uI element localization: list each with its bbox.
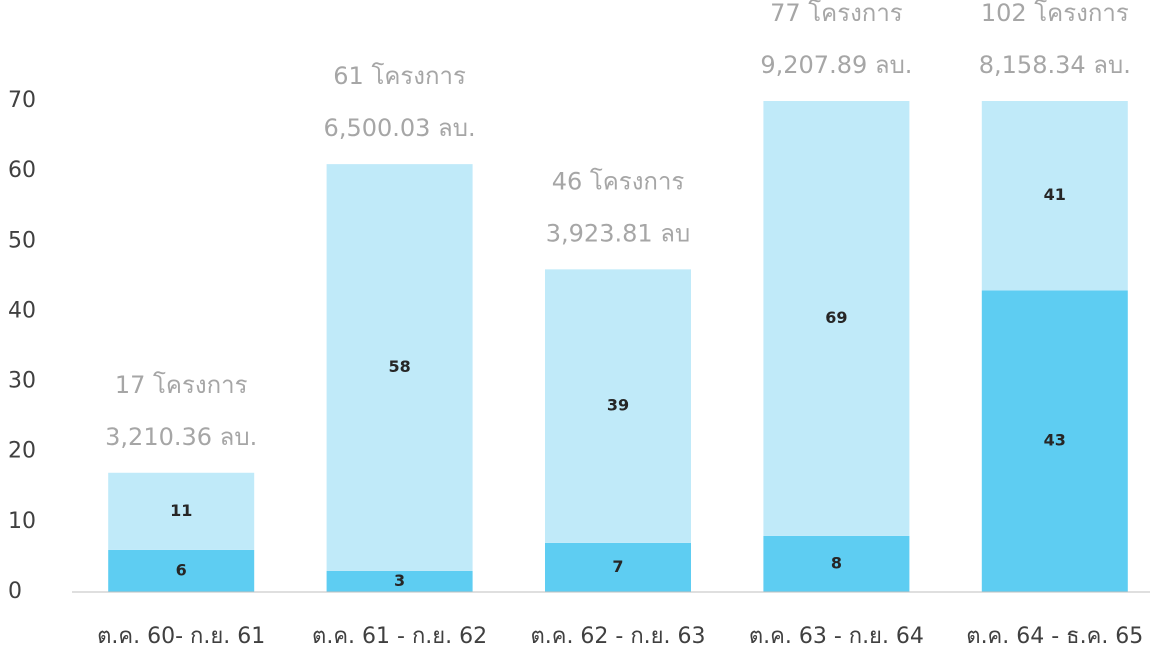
y-tick-label: 30 — [8, 369, 36, 394]
y-tick-label: 20 — [8, 439, 36, 464]
annotation: 3,210.36 ลบ. — [105, 423, 257, 451]
y-tick-label: 70 — [8, 88, 36, 113]
y-tick-label: 0 — [8, 579, 22, 604]
x-tick-label: ต.ค. 62 - ก.ย. 63 — [530, 624, 705, 649]
data-label: 7 — [612, 557, 623, 576]
annotation: 9,207.89 ลบ. — [760, 51, 912, 79]
x-tick-label: ต.ค. 60- ก.ย. 61 — [97, 624, 265, 649]
x-tick-label: ต.ค. 63 - ก.ย. 64 — [749, 624, 924, 649]
data-label: 6 — [176, 560, 187, 579]
y-tick-label: 40 — [8, 298, 36, 323]
bar-segment — [326, 164, 473, 571]
data-label: 58 — [388, 357, 410, 376]
y-tick-label: 10 — [8, 509, 36, 534]
annotation: 17 โครงการ — [115, 371, 248, 399]
data-label: 8 — [831, 553, 842, 572]
data-label: 3 — [394, 571, 405, 590]
data-label: 39 — [607, 396, 629, 415]
data-label: 69 — [825, 308, 847, 327]
bar-segment — [763, 101, 910, 536]
bar-segment — [763, 535, 910, 592]
y-tick-label: 50 — [8, 228, 36, 253]
annotation: 46 โครงการ — [552, 167, 685, 195]
annotation: 102 โครงการ — [981, 0, 1129, 27]
bar-segment — [981, 101, 1128, 291]
bar-segment — [108, 472, 255, 550]
data-label: 41 — [1044, 185, 1066, 204]
y-tick-label: 60 — [8, 158, 36, 183]
bar-segment — [981, 290, 1128, 592]
annotation: 6,500.03 ลบ. — [324, 114, 476, 142]
bar-segment — [108, 549, 255, 592]
data-label: 43 — [1044, 431, 1066, 450]
annotation: 77 โครงการ — [770, 0, 903, 27]
bar-segment — [326, 570, 473, 592]
annotation: 8,158.34 ลบ. — [979, 51, 1131, 79]
data-label: 11 — [170, 501, 192, 520]
x-tick-label: ต.ค. 64 - ธ.ค. 65 — [966, 624, 1143, 649]
plot-area — [108, 101, 1128, 592]
annotation: 3,923.81 ลบ — [546, 219, 690, 247]
bar-segment — [545, 542, 691, 592]
x-tick-label: ต.ค. 61 - ก.ย. 62 — [312, 624, 487, 649]
bar-segment — [545, 269, 691, 543]
annotation: 61 โครงการ — [333, 62, 466, 90]
